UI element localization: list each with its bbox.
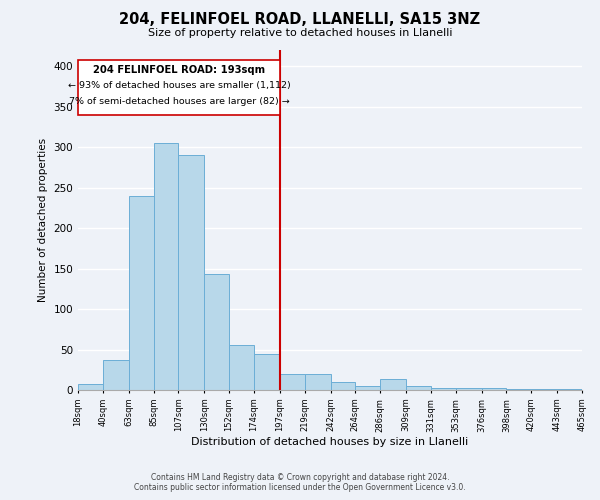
Bar [482, 388, 506, 390]
Text: 204 FELINFOEL ROAD: 193sqm: 204 FELINFOEL ROAD: 193sqm [93, 66, 265, 76]
Bar [355, 386, 380, 390]
Bar [129, 196, 154, 390]
Bar [456, 388, 482, 390]
X-axis label: Distribution of detached houses by size in Llanelli: Distribution of detached houses by size … [191, 437, 469, 447]
Bar [331, 382, 355, 390]
Bar [305, 374, 331, 390]
Bar [531, 389, 557, 390]
Bar [154, 143, 178, 390]
FancyBboxPatch shape [78, 60, 280, 115]
Text: Size of property relative to detached houses in Llanelli: Size of property relative to detached ho… [148, 28, 452, 38]
Text: 7% of semi-detached houses are larger (82) →: 7% of semi-detached houses are larger (8… [68, 97, 289, 106]
Text: 204, FELINFOEL ROAD, LLANELLI, SA15 3NZ: 204, FELINFOEL ROAD, LLANELLI, SA15 3NZ [119, 12, 481, 28]
Bar [178, 155, 204, 390]
Text: Contains HM Land Registry data © Crown copyright and database right 2024.
Contai: Contains HM Land Registry data © Crown c… [134, 473, 466, 492]
Y-axis label: Number of detached properties: Number of detached properties [38, 138, 48, 302]
Bar [280, 374, 305, 390]
Bar [229, 346, 254, 390]
Bar [254, 354, 280, 390]
Bar [431, 388, 456, 390]
Bar [557, 389, 582, 390]
Bar [204, 274, 229, 390]
Bar [406, 386, 431, 390]
Text: ← 93% of detached houses are smaller (1,112): ← 93% of detached houses are smaller (1,… [68, 81, 290, 90]
Bar [380, 380, 406, 390]
Bar [103, 360, 129, 390]
Bar [78, 384, 103, 390]
Bar [506, 389, 531, 390]
